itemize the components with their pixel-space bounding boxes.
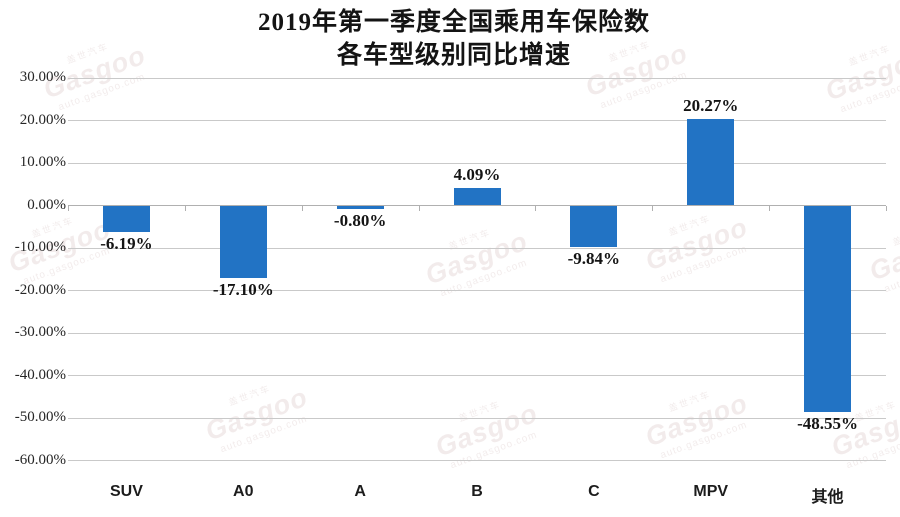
gridline bbox=[68, 290, 886, 291]
watermark-cn-text: 盖世汽车 bbox=[447, 227, 493, 252]
bar-其他 bbox=[804, 205, 852, 412]
chart-title: 2019年第一季度全国乘用车保险数 各车型级别同比增速 bbox=[0, 6, 900, 72]
category-axis-tick bbox=[418, 205, 420, 211]
gridline bbox=[68, 247, 886, 249]
category-axis-tick bbox=[68, 205, 69, 211]
category-axis-tick bbox=[886, 205, 887, 211]
gasgoo-watermark: 盖世汽车 Gasgoo auto.gasgoo.com bbox=[608, 368, 785, 474]
watermark-logo-text: Gasgoo bbox=[201, 381, 312, 447]
watermark-cn-text: 盖世汽车 bbox=[227, 383, 273, 408]
watermark-logo-text: Gasgoo bbox=[641, 387, 752, 453]
x-axis-category-label: C bbox=[588, 483, 600, 500]
gasgoo-watermark: 盖世汽车 Gasgoo auto.gasgoo.com bbox=[388, 206, 565, 312]
bar-B bbox=[453, 188, 501, 206]
watermark-logo-text: Gasgoo bbox=[421, 225, 532, 291]
bar-A0 bbox=[219, 205, 267, 279]
zero-axis-line bbox=[68, 205, 886, 206]
x-axis-category-label: A bbox=[354, 483, 366, 500]
gridline bbox=[68, 332, 886, 334]
y-axis-tick-label: 10.00% bbox=[19, 154, 66, 170]
x-axis-category-label: 其他 bbox=[811, 489, 844, 506]
category-axis-tick bbox=[652, 205, 654, 211]
y-axis-tick-label: -50.00% bbox=[14, 409, 66, 425]
watermark-cn-text: 盖世汽车 bbox=[457, 399, 503, 424]
bar-A bbox=[336, 205, 384, 209]
gridline bbox=[68, 375, 886, 376]
bar-value-label: -48.55% bbox=[797, 413, 859, 433]
y-axis-tick-label: -60.00% bbox=[14, 451, 66, 468]
watermark-cn-text: 盖世汽车 bbox=[667, 389, 713, 414]
watermark-url-text: auto.gasgoo.com bbox=[658, 419, 749, 461]
category-axis-tick bbox=[535, 205, 537, 211]
gridline bbox=[68, 77, 886, 79]
x-axis-category-label: B bbox=[471, 483, 483, 500]
watermark-url-text: auto.gasgoo.com bbox=[218, 413, 309, 455]
gridline bbox=[68, 162, 886, 164]
watermark-url-text: auto.gasgoo.com bbox=[438, 257, 529, 299]
bar-MPV bbox=[687, 119, 735, 206]
category-axis-tick bbox=[184, 205, 186, 211]
chart-title-line-1: 2019年第一季度全国乘用车保险数 bbox=[257, 9, 650, 36]
gridline bbox=[68, 460, 886, 461]
y-axis-tick-label: 20.00% bbox=[19, 111, 66, 128]
x-axis-category-label: MPV bbox=[693, 483, 729, 500]
watermark-url-text: auto.gasgoo.com bbox=[448, 429, 539, 471]
gasgoo-watermark: 盖世汽车 Gasgoo auto.gasgoo.com bbox=[608, 192, 785, 298]
x-axis-category-label: SUV bbox=[109, 483, 143, 500]
gasgoo-watermark: 盖世汽车 Gasgoo auto.gasgoo.com bbox=[398, 378, 575, 484]
y-axis-tick-label: -30.00% bbox=[14, 324, 66, 340]
category-axis-tick bbox=[301, 205, 303, 211]
watermark-logo-text: Gasgoo bbox=[641, 211, 752, 277]
watermark-url-text: auto.gasgoo.com bbox=[882, 253, 900, 295]
gridline bbox=[68, 120, 886, 121]
chart-title-line-2: 各车型级别同比增速 bbox=[336, 42, 571, 69]
bar-C bbox=[570, 205, 618, 248]
bar-value-label: 4.09% bbox=[453, 165, 501, 185]
x-axis-category-label: A0 bbox=[233, 483, 254, 500]
y-axis-tick-label: 30.00% bbox=[19, 69, 66, 85]
bar-value-label: 20.27% bbox=[683, 96, 739, 116]
gridline bbox=[68, 417, 886, 419]
watermark-url-text: auto.gasgoo.com bbox=[658, 243, 749, 285]
bar-value-label: -6.19% bbox=[100, 233, 153, 253]
y-axis-tick-label: -20.00% bbox=[14, 281, 66, 298]
gasgoo-watermark: 盖世汽车 Gasgoo auto.gasgoo.com bbox=[168, 362, 345, 468]
y-axis-tick-label: -10.00% bbox=[14, 239, 66, 255]
y-axis-tick-label: 0.00% bbox=[27, 196, 66, 213]
bar-SUV bbox=[102, 205, 150, 232]
bar-value-label: -17.10% bbox=[212, 280, 274, 300]
bar-value-label: -9.84% bbox=[567, 249, 621, 269]
category-axis-tick bbox=[769, 205, 771, 211]
y-axis-tick-label: -40.00% bbox=[14, 366, 66, 383]
bar-value-label: -0.80% bbox=[333, 210, 387, 230]
